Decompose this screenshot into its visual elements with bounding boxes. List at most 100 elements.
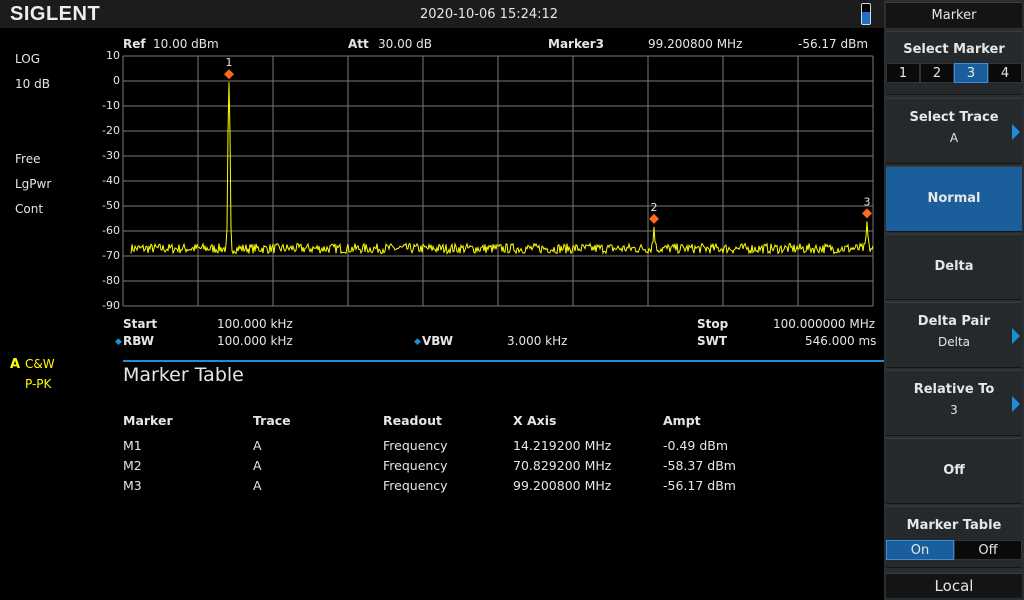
relative-to-value: 3 [950, 403, 958, 417]
rbw-auto-icon: ◆ [115, 337, 122, 347]
relative-to-label: Relative To [913, 382, 995, 397]
y-tick-label: -50 [102, 199, 120, 212]
table-cell: A [253, 438, 262, 453]
marker-table-off[interactable]: Off [954, 540, 1022, 560]
submenu-arrow-icon [1012, 328, 1020, 344]
marker-3-label: 3 [864, 195, 871, 208]
table-cell: 14.219200 MHz [513, 438, 612, 453]
ref-value[interactable]: 10.00 dBm [153, 37, 219, 51]
marker-table-title: Marker Table [123, 364, 244, 386]
trigger-mode: Free [15, 152, 41, 166]
marker-table-label: Marker Table [906, 518, 1002, 533]
start-value[interactable]: 100.000 kHz [217, 317, 293, 331]
local-button[interactable]: Local [886, 573, 1022, 598]
select-trace-value: A [949, 131, 959, 145]
table-cell: -0.49 dBm [663, 438, 729, 453]
trace-label: A [10, 357, 21, 372]
table-cell: -56.17 dBm [663, 478, 736, 493]
active-marker-ampl: -56.17 dBm [798, 37, 869, 51]
y-tick-label: -10 [102, 99, 120, 112]
table-cell: M1 [123, 438, 142, 453]
menu-title: Marker [886, 2, 1022, 28]
marker-1-icon [224, 69, 234, 80]
swt-label: SWT [697, 334, 728, 348]
table-cell: 70.829200 MHz [513, 458, 612, 473]
y-tick-label: -20 [102, 124, 120, 137]
trace-a [130, 82, 874, 255]
att-label: Att [348, 37, 369, 51]
submenu-arrow-icon [1012, 396, 1020, 412]
stop-label: Stop [697, 317, 729, 331]
normal-button[interactable]: Normal [886, 166, 1022, 232]
y-tick-label: 10 [106, 49, 120, 62]
table-cell: 99.200800 MHz [513, 478, 612, 493]
top-bar [0, 0, 884, 28]
delta-pair-value: Delta [937, 335, 970, 349]
table-header: Ampt [663, 413, 701, 428]
y-tick-label: 0 [113, 74, 120, 87]
att-value[interactable]: 30.00 dB [378, 37, 433, 51]
stop-value[interactable]: 100.000000 MHz [773, 317, 876, 331]
delta-pair-button[interactable]: Delta Pair Delta [886, 302, 1022, 368]
select-trace-button[interactable]: Select Trace A [886, 98, 1022, 164]
relative-to-button[interactable]: Relative To 3 [886, 370, 1022, 436]
active-marker-freq: 99.200800 MHz [648, 37, 743, 51]
rbw-value[interactable]: 100.000 kHz [217, 334, 293, 348]
y-tick-label: -30 [102, 149, 120, 162]
marker-3-icon [862, 208, 872, 219]
off-button[interactable]: Off [886, 438, 1022, 504]
y-tick-label: -70 [102, 249, 120, 262]
scale-type: LOG [15, 52, 41, 66]
table-header: Readout [383, 413, 442, 428]
divider [123, 360, 884, 362]
y-tick-label: -90 [102, 299, 120, 312]
marker-2-label: 2 [651, 201, 658, 214]
vbw-auto-icon: ◆ [414, 337, 421, 347]
detector-mode: LgPwr [15, 177, 52, 191]
spectrum-plot[interactable]: 1 2 3 [0, 0, 884, 320]
trace-mode: C&W [25, 357, 55, 371]
vbw-label: VBW [422, 334, 454, 348]
table-cell: M2 [123, 458, 142, 473]
active-marker-label: Marker3 [548, 37, 605, 51]
marker-option-2[interactable]: 2 [920, 63, 954, 83]
marker-2-icon [649, 213, 659, 224]
table-cell: Frequency [383, 458, 448, 473]
ref-label: Ref [123, 37, 146, 51]
marker-table-on[interactable]: On [886, 540, 954, 560]
delta-button[interactable]: Delta [886, 234, 1022, 300]
scale-div: 10 dB [15, 77, 50, 91]
table-cell: -58.37 dBm [663, 458, 736, 473]
y-tick-label: -40 [102, 174, 120, 187]
normal-label: Normal [927, 191, 981, 206]
off-label: Off [943, 463, 965, 478]
y-tick-label: -60 [102, 224, 120, 237]
select-marker-label: Select Marker [903, 42, 1005, 57]
usb-icon [861, 3, 871, 25]
table-cell: Frequency [383, 478, 448, 493]
table-cell: A [253, 458, 262, 473]
trace-detector: P-PK [25, 377, 52, 391]
sweep-mode: Cont [15, 202, 44, 216]
marker-option-4[interactable]: 4 [988, 63, 1022, 83]
table-header: Trace [253, 413, 291, 428]
start-label: Start [123, 317, 158, 331]
datetime: 2020-10-06 15:24:12 [420, 7, 559, 22]
delta-label: Delta [934, 259, 974, 274]
table-cell: M3 [123, 478, 142, 493]
table-header: Marker [123, 413, 173, 428]
select-trace-label: Select Trace [909, 110, 999, 125]
table-cell: Frequency [383, 438, 448, 453]
swt-value[interactable]: 546.000 ms [805, 334, 877, 348]
vbw-value[interactable]: 3.000 kHz [507, 334, 568, 348]
marker-option-1[interactable]: 1 [886, 63, 920, 83]
delta-pair-label: Delta Pair [917, 314, 991, 329]
table-cell: A [253, 478, 262, 493]
rbw-label: RBW [123, 334, 154, 348]
y-tick-label: -80 [102, 274, 120, 287]
siglent-logo: SIGLENT [10, 3, 101, 25]
table-header: X Axis [513, 413, 557, 428]
marker-1-label: 1 [226, 56, 233, 69]
marker-option-3[interactable]: 3 [954, 63, 988, 83]
